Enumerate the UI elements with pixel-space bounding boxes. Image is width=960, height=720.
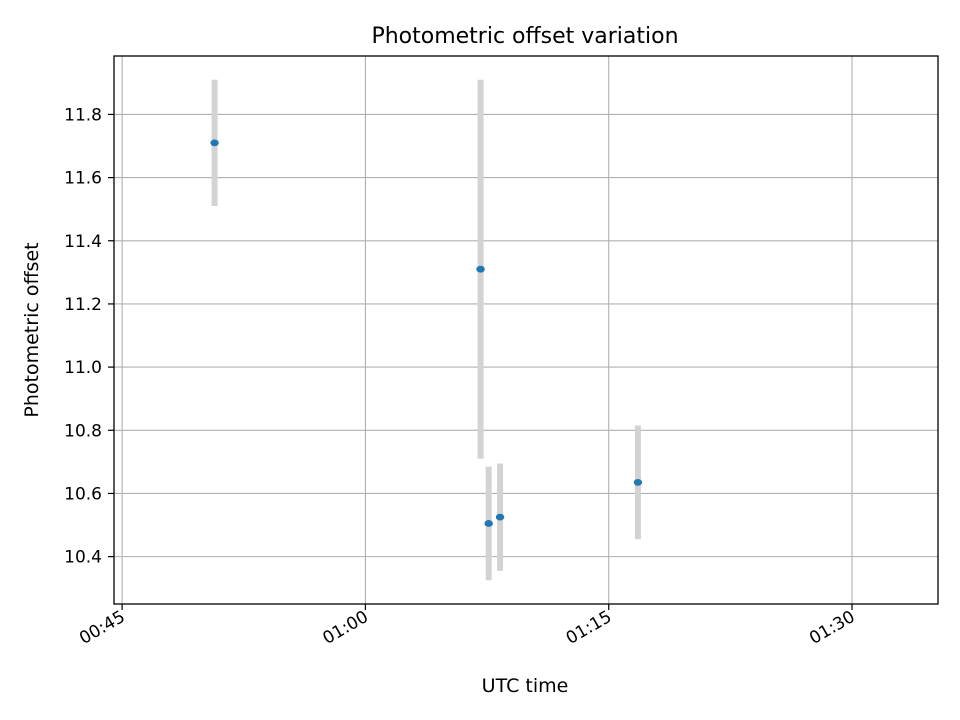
data-point bbox=[210, 139, 219, 147]
y-tick-label: 11.6 bbox=[64, 169, 102, 189]
grid bbox=[114, 56, 938, 604]
chart-title: Photometric offset variation bbox=[371, 24, 678, 49]
y-tick-label: 11.2 bbox=[64, 295, 102, 315]
data-point bbox=[484, 520, 493, 527]
y-tick-label: 10.8 bbox=[64, 421, 102, 441]
data-point bbox=[633, 478, 643, 486]
y-tick-label: 10.4 bbox=[64, 548, 102, 568]
data-points bbox=[210, 139, 643, 527]
y-tick-label: 10.6 bbox=[64, 484, 102, 504]
y-tick-label: 11.8 bbox=[64, 105, 102, 125]
y-tick-label: 11.4 bbox=[64, 232, 102, 252]
x-axis-label: UTC time bbox=[482, 675, 569, 697]
data-point bbox=[495, 513, 505, 521]
data-point bbox=[476, 265, 485, 273]
y-axis-label: Photometric offset bbox=[21, 242, 43, 417]
y-tick-label: 11.0 bbox=[64, 358, 102, 378]
plot-area bbox=[114, 56, 938, 604]
plot-frame bbox=[113, 55, 939, 605]
